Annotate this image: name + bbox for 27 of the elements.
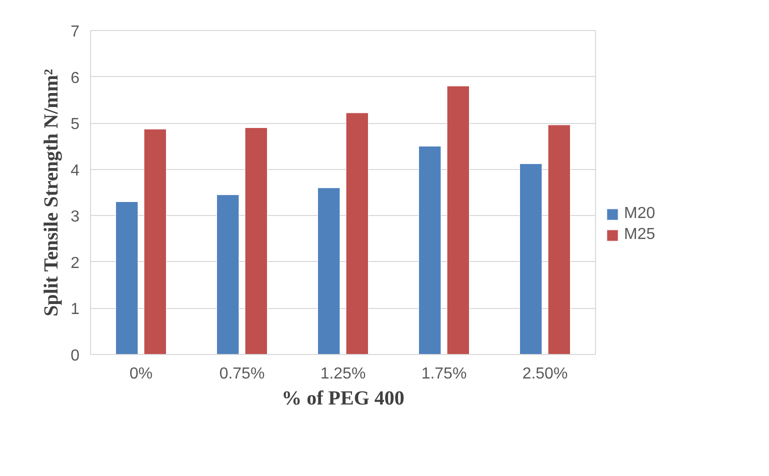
y-tick-label: 2 <box>70 254 80 272</box>
x-tick-label: 0.75% <box>219 366 265 382</box>
x-tick-label: 1.25% <box>320 366 366 382</box>
y-tick-label: 4 <box>70 162 80 180</box>
x-tick-label: 1.75% <box>421 366 467 382</box>
bar <box>346 112 368 354</box>
y-tick-label: 1 <box>70 301 80 318</box>
y-tick-label: 3 <box>70 208 80 226</box>
y-tick-label: 5 <box>70 116 80 134</box>
bar <box>418 146 442 354</box>
x-axis-title: % of PEG 400 <box>282 388 404 410</box>
bar <box>216 194 240 354</box>
legend-label: M20 <box>624 205 656 223</box>
y-axis-title: Split Tensile Strength N/mm² <box>40 69 63 316</box>
y-tick-label: 6 <box>70 70 80 87</box>
bar <box>144 128 166 354</box>
bar <box>446 86 470 354</box>
y-tick-label: 7 <box>70 24 80 40</box>
x-tick-label: 2.50% <box>522 366 568 382</box>
legend-label: M25 <box>624 226 656 244</box>
bar <box>548 124 570 354</box>
bar <box>244 127 268 354</box>
bar <box>318 188 340 354</box>
y-tick-label: 0 <box>70 348 80 364</box>
bar <box>520 164 542 354</box>
x-tick-label: 0% <box>129 366 153 382</box>
bar <box>116 202 138 354</box>
